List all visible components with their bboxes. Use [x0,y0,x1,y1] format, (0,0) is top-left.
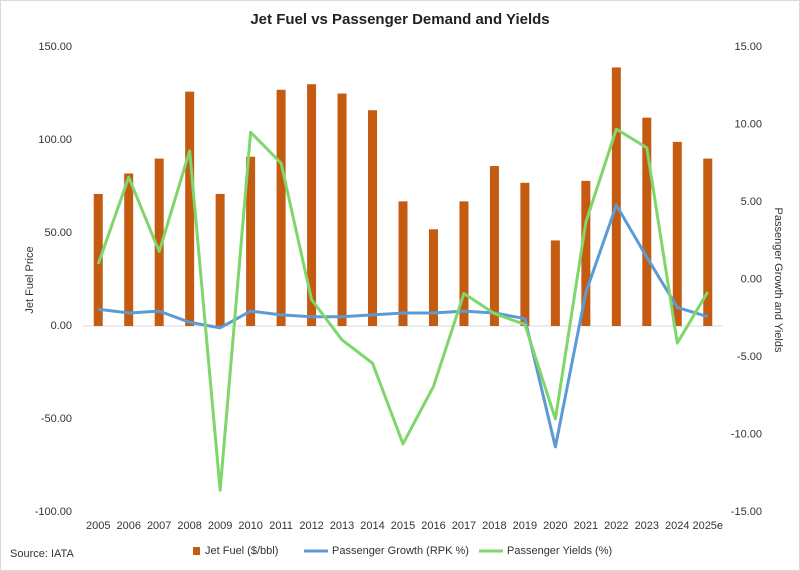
x-tick-label: 2017 [452,520,476,532]
bar [398,201,408,326]
y-tick-label: 100.00 [38,134,72,146]
bar [246,156,256,326]
x-tick-label: 2006 [116,520,140,532]
x-tick-label: 2014 [360,520,384,532]
y2-tick-label: 5.00 [741,196,762,208]
y2-tick-label: 15.00 [734,41,762,53]
y2-tick-label: -5.00 [737,351,762,363]
legend-label: Jet Fuel ($/bbl) [205,545,278,557]
x-tick-label: 2015 [391,520,415,532]
x-tick-label: 2018 [482,520,506,532]
bar [124,173,134,326]
bar [428,229,438,326]
y-tick-label: 50.00 [44,227,72,239]
bar [581,180,591,326]
bar [550,240,560,326]
bar [703,158,713,326]
bar [672,141,682,326]
bar [459,201,469,326]
x-tick-label: 2008 [177,520,201,532]
bar [520,182,530,326]
bar [368,110,378,327]
bar [611,67,621,327]
x-tick-label: 2021 [574,520,598,532]
y2-tick-label: -15.00 [731,506,762,518]
bar [307,84,317,326]
x-tick-label: 2013 [330,520,354,532]
y2-axis-label: Passenger Growth and Yields [772,208,784,353]
x-tick-label: 2009 [208,520,232,532]
line [98,203,709,449]
x-tick-label: 2022 [604,520,628,532]
x-tick-label: 2024 [665,520,689,532]
bar [215,193,225,326]
source: Source: IATA [10,548,74,560]
legend-label: Passenger Yields (%) [507,545,612,557]
x-tick-label: 2012 [299,520,323,532]
y2-tick-label: 0.00 [741,273,762,285]
x-tick-label: 2020 [543,520,567,532]
bar [642,117,652,327]
x-tick-label: 2023 [635,520,659,532]
x-tick-label: 2007 [147,520,171,532]
bar [276,89,286,326]
bar [154,158,164,326]
line [96,127,710,492]
y2-tick-label: -10.00 [731,428,762,440]
x-tick-label: 2005 [86,520,110,532]
y-axis-label: Jet Fuel Price [24,246,36,313]
chart-title: Jet Fuel vs Passenger Demand and Yields [250,11,549,28]
x-tick-label: 2010 [238,520,262,532]
y-tick-label: 0.00 [51,320,72,332]
x-tick-label: 2011 [269,520,293,532]
legend-swatch [193,547,200,555]
bar [489,166,499,326]
y2-tick-label: 10.00 [734,118,762,130]
x-tick-label: 2025e [692,520,723,532]
y-tick-label: 150.00 [38,41,72,53]
bar [337,93,347,326]
y-tick-label: -100.00 [35,506,72,518]
x-tick-label: 2019 [513,520,537,532]
y-tick-label: -50.00 [41,413,72,425]
bar [185,91,195,326]
x-tick-label: 2016 [421,520,445,532]
legend-label: Passenger Growth (RPK %) [332,545,469,557]
